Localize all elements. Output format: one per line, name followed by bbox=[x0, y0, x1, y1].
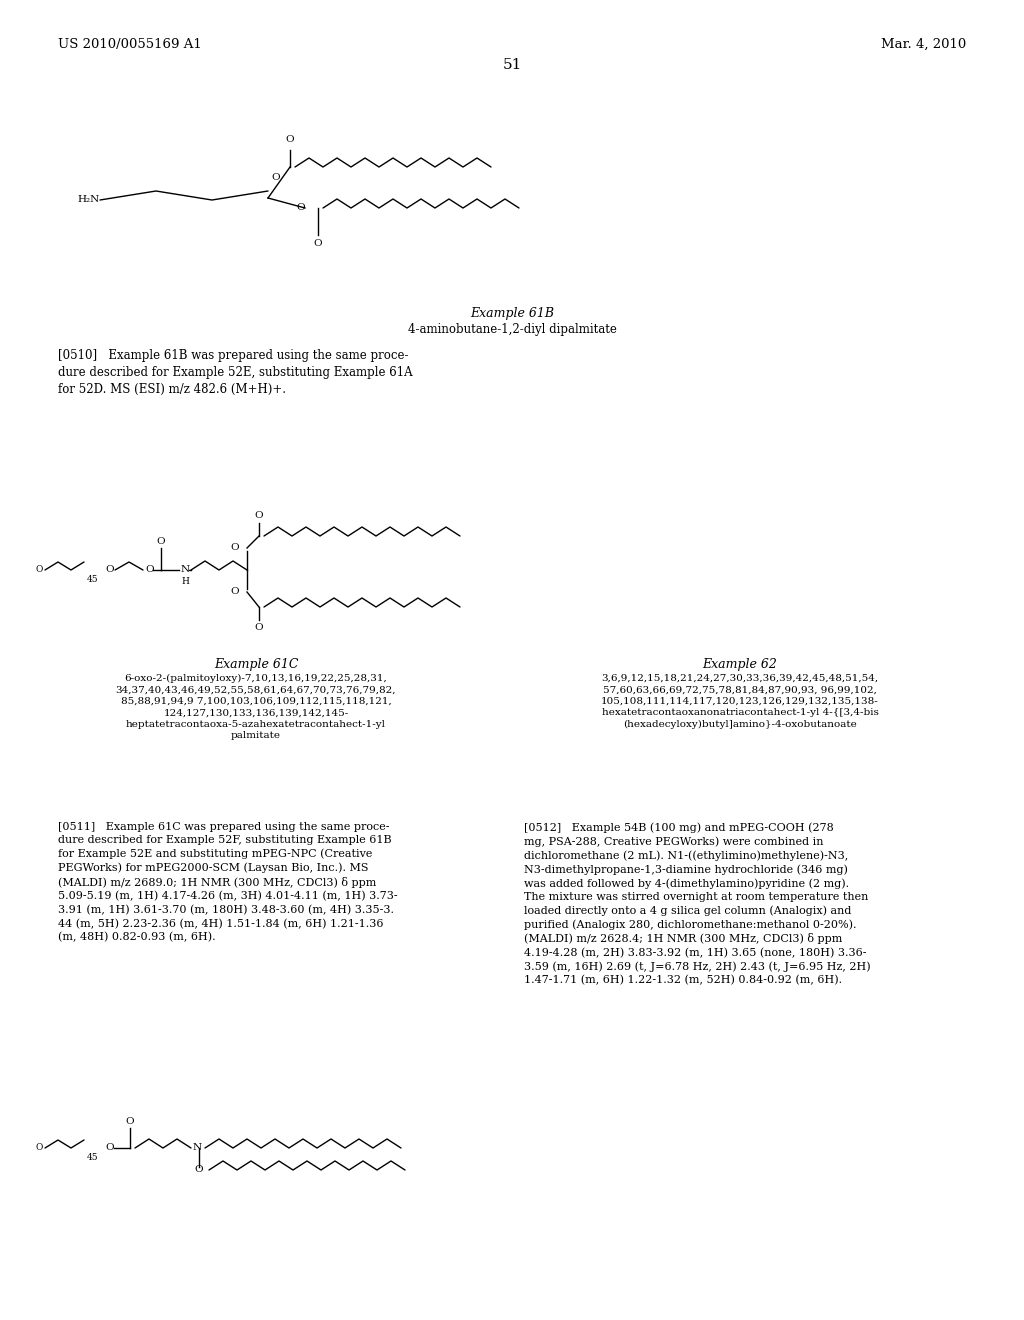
Text: US 2010/0055169 A1: US 2010/0055169 A1 bbox=[58, 38, 202, 51]
Text: O: O bbox=[145, 565, 154, 574]
Text: N: N bbox=[181, 565, 190, 574]
Text: 3,6,9,12,15,18,21,24,27,30,33,36,39,42,45,48,51,54,
57,60,63,66,69,72,75,78,81,8: 3,6,9,12,15,18,21,24,27,30,33,36,39,42,4… bbox=[601, 675, 879, 729]
Text: O: O bbox=[286, 136, 294, 144]
Text: O: O bbox=[255, 511, 263, 520]
Text: N: N bbox=[193, 1143, 202, 1152]
Text: H₂N: H₂N bbox=[78, 195, 100, 205]
Text: 51: 51 bbox=[503, 58, 521, 73]
Text: [0511]   Example 61C was prepared using the same proce-
dure described for Examp: [0511] Example 61C was prepared using th… bbox=[58, 822, 397, 942]
Text: O: O bbox=[157, 537, 165, 546]
Text: Example 61B: Example 61B bbox=[470, 308, 554, 319]
Text: 45: 45 bbox=[87, 1152, 98, 1162]
Text: Example 61C: Example 61C bbox=[214, 657, 298, 671]
Text: O: O bbox=[230, 587, 239, 597]
Text: O: O bbox=[105, 565, 114, 574]
Text: O: O bbox=[195, 1166, 204, 1175]
Text: H: H bbox=[181, 578, 188, 586]
Text: 6-oxo-2-(palmitoyloxy)-7,10,13,16,19,22,25,28,31,
34,37,40,43,46,49,52,55,58,61,: 6-oxo-2-(palmitoyloxy)-7,10,13,16,19,22,… bbox=[116, 675, 396, 741]
Text: O: O bbox=[296, 203, 305, 213]
Text: 45: 45 bbox=[87, 574, 98, 583]
Text: O: O bbox=[255, 623, 263, 631]
Text: O: O bbox=[271, 173, 280, 182]
Text: O: O bbox=[126, 1117, 134, 1126]
Text: O: O bbox=[35, 1143, 42, 1152]
Text: O: O bbox=[105, 1143, 114, 1152]
Text: O: O bbox=[230, 544, 239, 553]
Text: [0512]   Example 54B (100 mg) and mPEG-COOH (278
mg, PSA-288, Creative PEGWorks): [0512] Example 54B (100 mg) and mPEG-COO… bbox=[524, 822, 870, 986]
Text: 4-aminobutane-1,2-diyl dipalmitate: 4-aminobutane-1,2-diyl dipalmitate bbox=[408, 323, 616, 337]
Text: O: O bbox=[35, 565, 42, 574]
Text: Mar. 4, 2010: Mar. 4, 2010 bbox=[881, 38, 966, 51]
Text: Example 62: Example 62 bbox=[702, 657, 777, 671]
Text: O: O bbox=[313, 239, 323, 248]
Text: [0510]   Example 61B was prepared using the same proce-
dure described for Examp: [0510] Example 61B was prepared using th… bbox=[58, 348, 413, 396]
